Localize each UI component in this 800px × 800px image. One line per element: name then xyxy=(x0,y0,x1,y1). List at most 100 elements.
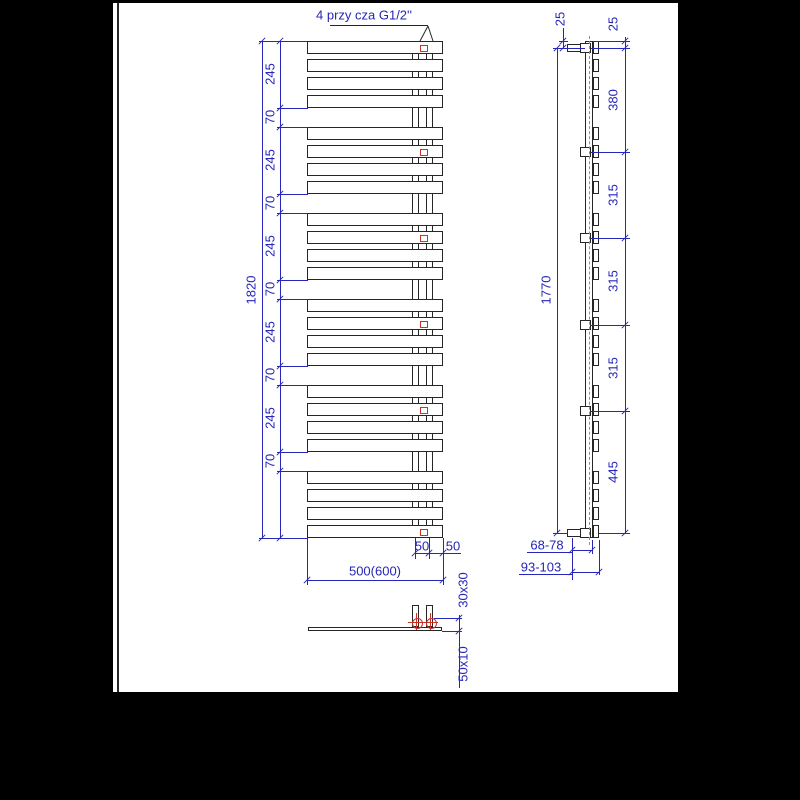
dim-line xyxy=(572,550,592,551)
front-bar xyxy=(307,439,443,452)
connection-square xyxy=(420,407,428,414)
dim-label: 70 xyxy=(262,109,278,125)
front-bar xyxy=(307,385,443,398)
dim-line xyxy=(277,385,308,386)
front-bar xyxy=(307,471,443,484)
dim-label: 245 xyxy=(262,235,278,257)
dim-line xyxy=(280,41,281,538)
dim-line xyxy=(277,366,308,367)
side-bar-end xyxy=(593,181,599,194)
dim-line xyxy=(415,538,416,559)
side-bar-end xyxy=(593,317,599,330)
dim-line xyxy=(591,48,630,49)
dim-label: 445 xyxy=(605,461,621,483)
front-bar xyxy=(307,353,443,366)
side-bar-end xyxy=(593,231,599,244)
side-bar-end xyxy=(593,59,599,72)
valve-symbol-1 xyxy=(411,617,423,629)
front-bar xyxy=(307,403,443,416)
front-bar xyxy=(307,525,443,538)
dim-line xyxy=(442,631,462,632)
dim-label: 245 xyxy=(262,321,278,343)
wall-bracket xyxy=(580,147,591,157)
dim-label: 315 xyxy=(605,270,621,292)
side-bar-end xyxy=(593,249,599,262)
connection-square xyxy=(420,321,428,328)
collector-tube-front-2 xyxy=(426,47,433,537)
connection-square xyxy=(420,235,428,242)
tube-profile-label: 30x30 xyxy=(455,572,471,608)
side-bar-end xyxy=(593,299,599,312)
valve-symbol-2 xyxy=(425,617,437,629)
side-bar-end xyxy=(593,403,599,416)
connection-square xyxy=(420,45,428,52)
wall-bracket xyxy=(580,528,591,538)
dim-line xyxy=(277,280,308,281)
collector-tube-front-1 xyxy=(412,47,419,537)
front-pitch-label-1: 50 xyxy=(414,538,430,554)
drawing-paper: 4 przy cza G1/2'' 1820 500(600) 50 50 17… xyxy=(113,3,678,692)
front-bar xyxy=(307,213,443,226)
dim-line xyxy=(572,572,599,573)
front-width-label: 500(600) xyxy=(348,563,402,579)
dim-line xyxy=(277,299,308,300)
dim-line xyxy=(553,533,568,534)
side-bar-end xyxy=(593,127,599,140)
side-depth-overall-label: 93-103 xyxy=(520,559,562,575)
connection-square xyxy=(420,149,428,156)
dim-line xyxy=(307,580,443,581)
topview-flat-bar xyxy=(308,627,442,631)
dim-line xyxy=(591,152,630,153)
front-bar xyxy=(307,163,443,176)
valve-cross-v xyxy=(416,613,417,630)
dim-line xyxy=(262,41,263,538)
dim-label: 70 xyxy=(262,195,278,211)
front-bar xyxy=(307,231,443,244)
front-bar xyxy=(307,95,443,108)
dim-line xyxy=(519,574,572,575)
wall-bracket xyxy=(580,406,591,416)
side-bar-end xyxy=(593,385,599,398)
side-bar-end xyxy=(593,77,599,90)
side-bar-end xyxy=(593,439,599,452)
dim-label: 315 xyxy=(605,357,621,379)
dim-label: 25 xyxy=(605,16,621,32)
side-bar-end xyxy=(593,525,599,538)
dim-line xyxy=(277,194,308,195)
front-bar xyxy=(307,249,443,262)
side-bar-end xyxy=(593,471,599,484)
dim-line xyxy=(429,538,430,559)
side-depth-collector-label: 68-78 xyxy=(530,537,564,553)
dim-line xyxy=(625,37,626,533)
side-bar-end xyxy=(593,267,599,280)
side-bar-end xyxy=(593,353,599,366)
dim-line xyxy=(259,41,307,42)
side-bar-end xyxy=(593,489,599,502)
front-bar xyxy=(307,181,443,194)
side-bar-end xyxy=(593,163,599,176)
side-bar-end xyxy=(593,95,599,108)
front-total-height-label: 1820 xyxy=(243,275,259,305)
dim-line xyxy=(277,213,308,214)
dim-line xyxy=(599,540,600,575)
front-bar xyxy=(307,127,443,140)
dim-label: 245 xyxy=(262,407,278,429)
side-bar-end xyxy=(593,507,599,520)
front-bar xyxy=(307,299,443,312)
side-top-offset-left-label: 25 xyxy=(552,11,568,27)
dim-line xyxy=(459,615,460,688)
wall-bracket xyxy=(580,233,591,243)
dim-line xyxy=(527,552,572,553)
dim-label: 70 xyxy=(262,367,278,383)
dim-line xyxy=(599,533,630,534)
flat-profile-label: 50x10 xyxy=(455,646,471,682)
dim-line xyxy=(434,618,462,619)
dim-line xyxy=(591,325,630,326)
side-bar-end xyxy=(593,335,599,348)
front-bar xyxy=(307,335,443,348)
connection-square xyxy=(420,529,428,536)
dim-label: 315 xyxy=(605,184,621,206)
dim-label: 70 xyxy=(262,453,278,469)
dim-line xyxy=(277,471,308,472)
connections-label: 4 przy cza G1/2'' xyxy=(315,7,413,23)
